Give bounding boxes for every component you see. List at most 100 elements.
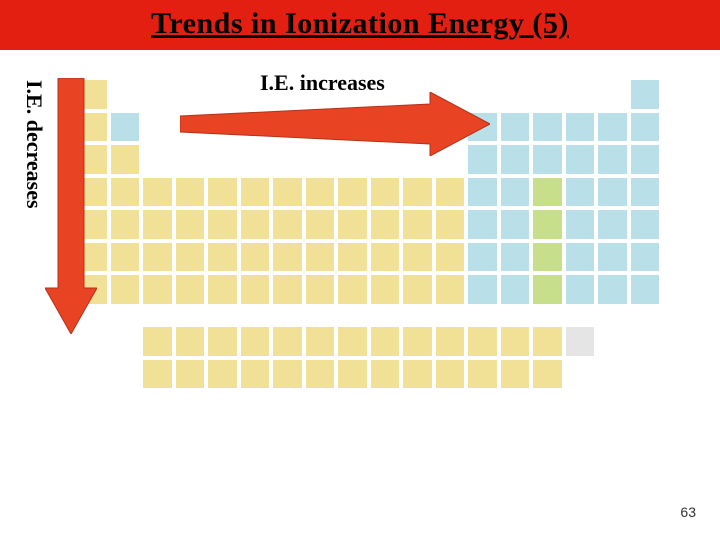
pt-cell: [531, 273, 564, 306]
pt-cell: [369, 325, 402, 358]
pt-cell: [629, 208, 662, 241]
pt-cell: [499, 176, 532, 209]
pt-cell: [206, 208, 239, 241]
pt-cell: [271, 325, 304, 358]
pt-cell: [434, 325, 467, 358]
right-arrow-icon: [180, 92, 490, 156]
pt-cell: [434, 358, 467, 391]
pt-cell: [174, 358, 207, 391]
pt-cell: [434, 176, 467, 209]
pt-cell: [499, 358, 532, 391]
vertical-arrow-label: I.E. decreases: [21, 80, 47, 209]
pt-cell: [304, 176, 337, 209]
pt-cell: [109, 208, 142, 241]
pt-cell: [596, 208, 629, 241]
pt-cell: [466, 325, 499, 358]
pt-cell: [141, 325, 174, 358]
pt-cell: [629, 273, 662, 306]
pt-cell: [596, 111, 629, 144]
pt-cell: [564, 273, 597, 306]
pt-cell: [564, 325, 597, 358]
pt-cell: [304, 208, 337, 241]
pt-cell: [239, 325, 272, 358]
pt-cell: [239, 176, 272, 209]
pt-cell: [531, 358, 564, 391]
pt-cell: [336, 241, 369, 274]
slide-title: Trends in Ionization Energy (5): [151, 0, 569, 48]
pt-cell: [596, 143, 629, 176]
pt-cell: [271, 273, 304, 306]
pt-cell: [629, 143, 662, 176]
pt-cell: [401, 241, 434, 274]
pt-cell: [499, 208, 532, 241]
pt-cell: [174, 273, 207, 306]
pt-cell: [174, 208, 207, 241]
pt-cell: [466, 176, 499, 209]
pt-cell: [109, 241, 142, 274]
pt-cell: [531, 241, 564, 274]
pt-cell: [466, 358, 499, 391]
pt-cell: [336, 176, 369, 209]
pt-cell: [629, 111, 662, 144]
pt-cell: [466, 208, 499, 241]
pt-cell: [401, 208, 434, 241]
pt-cell: [304, 325, 337, 358]
pt-cell: [141, 358, 174, 391]
pt-cell: [369, 176, 402, 209]
pt-cell: [141, 241, 174, 274]
pt-cell: [401, 325, 434, 358]
pt-cell: [336, 208, 369, 241]
pt-cell: [109, 111, 142, 144]
horizontal-arrow-label: I.E. increases: [260, 70, 385, 96]
pt-cell: [271, 176, 304, 209]
pt-cell: [369, 273, 402, 306]
pt-cell: [401, 273, 434, 306]
pt-cell: [336, 325, 369, 358]
pt-cell: [531, 111, 564, 144]
pt-cell: [499, 111, 532, 144]
pt-cell: [271, 358, 304, 391]
pt-cell: [174, 241, 207, 274]
pt-cell: [596, 241, 629, 274]
pt-cell: [531, 176, 564, 209]
pt-cell: [206, 358, 239, 391]
pt-cell: [336, 358, 369, 391]
pt-cell: [401, 176, 434, 209]
pt-cell: [336, 273, 369, 306]
pt-cell: [596, 176, 629, 209]
pt-cell: [369, 358, 402, 391]
horizontal-arrow-group: I.E. increases: [180, 92, 490, 156]
pt-cell: [466, 273, 499, 306]
pt-cell: [141, 273, 174, 306]
pt-cell: [174, 325, 207, 358]
pt-cell: [466, 241, 499, 274]
pt-cell: [109, 143, 142, 176]
pt-cell: [499, 241, 532, 274]
pt-cell: [564, 176, 597, 209]
vertical-arrow-group: I.E. decreases: [45, 78, 97, 339]
pt-cell: [271, 208, 304, 241]
pt-cell: [564, 111, 597, 144]
pt-cell: [564, 143, 597, 176]
pt-cell: [499, 325, 532, 358]
pt-cell: [141, 176, 174, 209]
pt-cell: [141, 208, 174, 241]
pt-cell: [596, 273, 629, 306]
title-bar: Trends in Ionization Energy (5): [0, 0, 720, 50]
pt-cell: [531, 325, 564, 358]
pt-cell: [564, 241, 597, 274]
pt-cell: [629, 176, 662, 209]
pt-cell: [304, 273, 337, 306]
pt-cell: [271, 241, 304, 274]
pt-cell: [109, 176, 142, 209]
pt-cell: [369, 241, 402, 274]
pt-cell: [239, 241, 272, 274]
pt-cell: [206, 325, 239, 358]
pt-cell: [434, 273, 467, 306]
pt-cell: [434, 208, 467, 241]
page-number: 63: [680, 504, 696, 520]
pt-cell: [401, 358, 434, 391]
pt-cell: [434, 241, 467, 274]
pt-cell: [174, 176, 207, 209]
pt-cell: [531, 143, 564, 176]
